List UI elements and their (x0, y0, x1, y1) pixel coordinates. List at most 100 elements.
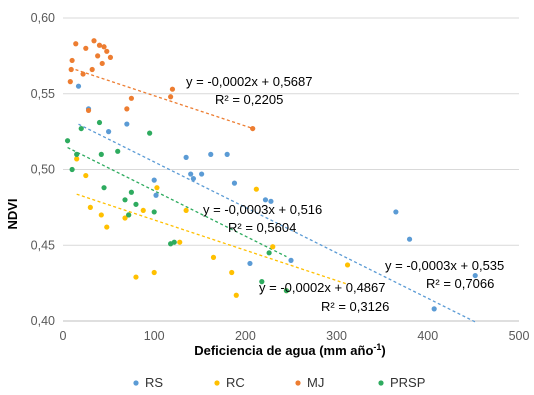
point-rc (83, 172, 89, 179)
point-rs (188, 171, 194, 177)
rc-r2: R² = 0,3126 (321, 299, 389, 314)
point-prsp (96, 119, 103, 126)
trendline-rc (76, 193, 348, 285)
point-rc (210, 254, 217, 260)
point-rs (472, 272, 478, 279)
legend-label-mj: MJ (307, 375, 324, 390)
point-rc (87, 204, 93, 210)
y-tick-label: 0,40 (31, 314, 55, 328)
x-tick-label: 500 (509, 329, 530, 343)
x-axis-ticks: 0 100 200 300 400 500 (60, 329, 530, 343)
point-rs (393, 209, 399, 215)
point-rc (151, 269, 157, 276)
point-rs (106, 129, 112, 135)
legend-item-mj: MJ (295, 375, 324, 390)
x-axis-title-superscript: -1 (373, 342, 381, 352)
point-rc (74, 156, 80, 162)
y-tick-label: 0,50 (31, 163, 55, 177)
trendline-rs (78, 123, 476, 323)
point-rs (183, 154, 189, 160)
y-axis-ticks: 0,40 0,45 0,50 0,55 0,60 (31, 11, 55, 328)
point-mj (169, 86, 176, 92)
point-prsp (128, 189, 134, 195)
point-prsp (69, 166, 75, 173)
x-tick-label: 300 (326, 329, 347, 343)
point-rc (233, 292, 239, 298)
y-axis-title: NDVI (5, 198, 20, 229)
x-tick-label: 200 (235, 329, 256, 343)
point-rc (104, 224, 110, 230)
legend-marker-prsp (378, 380, 384, 386)
point-rc (253, 186, 259, 192)
legend-marker-rc (214, 380, 220, 386)
rs-r2: R² = 0,7066 (426, 276, 494, 291)
point-rs (406, 236, 413, 242)
point-mj (128, 95, 134, 101)
y-tick-label: 0,55 (31, 87, 55, 101)
legend-label-prsp: PRSP (390, 375, 425, 390)
point-rs (190, 175, 197, 182)
point-mj (124, 106, 130, 112)
legend-label-rs: RS (145, 375, 163, 390)
x-axis-title: Deficiencia de agua (mm año-1) (194, 342, 386, 358)
point-prsp (115, 148, 121, 154)
point-mj (83, 45, 89, 51)
gridlines (63, 17, 519, 322)
point-rs (153, 192, 159, 198)
point-rs (247, 260, 253, 267)
x-tick-label: 0 (60, 329, 67, 343)
trendline-mj (70, 67, 253, 130)
point-prsp (283, 288, 290, 294)
point-rs (224, 151, 230, 157)
point-rs (75, 83, 82, 89)
trendlines (67, 67, 476, 323)
point-mj (73, 41, 79, 47)
point-prsp (101, 185, 107, 191)
trendline-prsp (67, 146, 287, 258)
point-rs (151, 177, 157, 183)
point-mj (95, 53, 101, 59)
point-prsp (133, 201, 139, 207)
point-mj (67, 79, 73, 85)
point-rc (270, 244, 276, 250)
rs-equation: y = -0,0003x + 0,535 (385, 258, 504, 273)
point-mj (104, 48, 110, 54)
y-tick-label: 0,45 (31, 238, 55, 252)
x-tick-label: 100 (144, 329, 165, 343)
point-prsp (266, 250, 272, 256)
legend-label-rc: RC (226, 375, 245, 390)
prsp-r2: R² = 0,5604 (228, 220, 296, 235)
point-mj (99, 60, 105, 67)
point-mj (250, 125, 256, 132)
point-prsp (126, 212, 132, 218)
point-prsp (98, 151, 104, 157)
point-rs (431, 306, 437, 312)
y-tick-label: 0,60 (31, 11, 55, 25)
prsp-equation: y = -0,0003x + 0,516 (203, 202, 322, 217)
point-prsp (64, 138, 71, 144)
point-mj (168, 94, 174, 100)
point-rs (262, 197, 269, 203)
point-mj (91, 38, 97, 44)
point-rc (154, 185, 160, 191)
point-mj (101, 44, 107, 50)
legend-marker-mj (295, 380, 301, 386)
legend-item-prsp: PRSP (378, 375, 425, 390)
point-mj (69, 57, 75, 64)
point-rs (268, 198, 274, 204)
point-mj (85, 107, 92, 114)
point-rc (183, 207, 189, 214)
legend: RS RC MJ PRSP (133, 375, 425, 390)
legend-marker-rs (133, 380, 139, 386)
point-mj (107, 54, 114, 60)
point-prsp (171, 239, 177, 245)
rc-equation: y = -0,0002x + 0,4867 (259, 280, 385, 295)
point-rs (199, 171, 205, 177)
data-points (64, 38, 478, 312)
point-rc (133, 274, 139, 280)
point-prsp (74, 151, 80, 157)
x-tick-label: 400 (417, 329, 438, 343)
point-rc (122, 215, 128, 221)
point-rc (140, 207, 146, 214)
